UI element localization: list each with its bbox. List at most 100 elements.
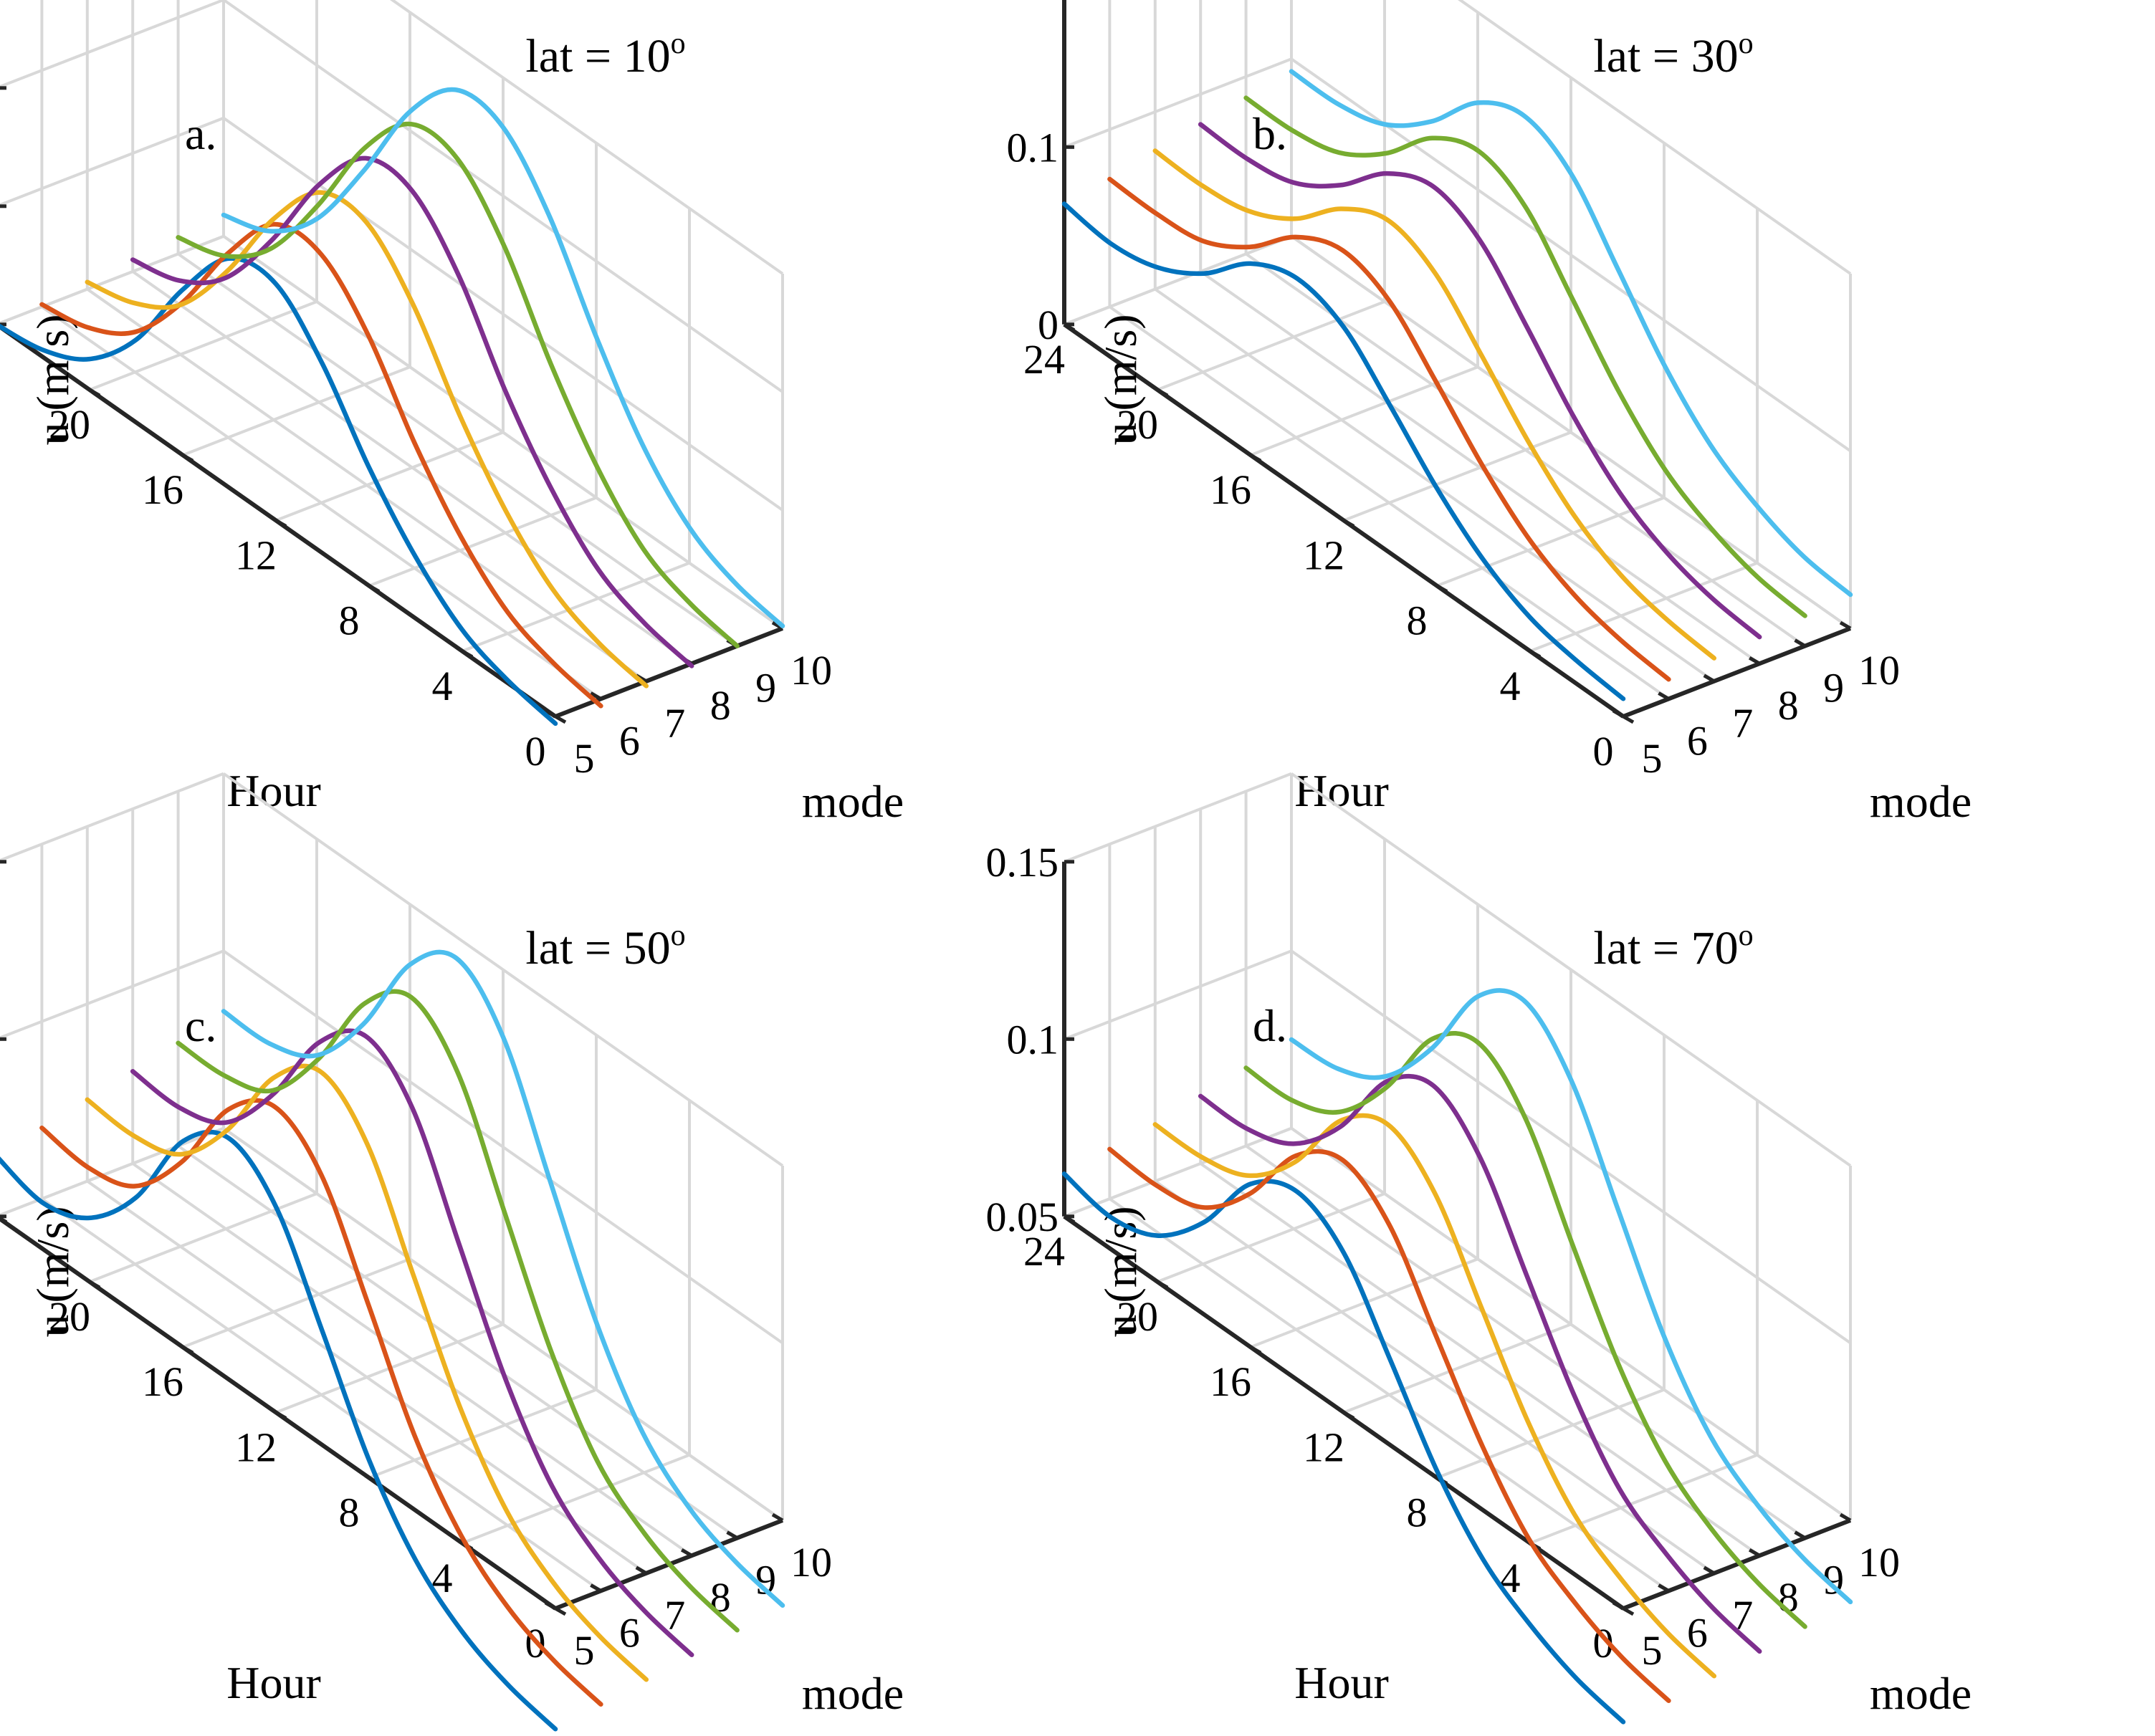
mode-tick-label: 6 xyxy=(1687,1609,1708,1656)
mode-tick xyxy=(1612,709,1625,719)
grid-line xyxy=(0,116,224,207)
mode-tick xyxy=(1703,673,1716,683)
mode-tick-label: 10 xyxy=(1858,647,1900,694)
hour-tick-label: 20 xyxy=(1117,401,1158,448)
mode-tick-label: 7 xyxy=(664,700,685,747)
grid-line xyxy=(1200,1162,1761,1557)
chart-title: lat = 50o xyxy=(525,919,685,974)
mode-tick xyxy=(726,1530,738,1540)
grid-line xyxy=(41,305,602,701)
mode-tick xyxy=(1748,1548,1761,1558)
grid-line xyxy=(1250,365,1478,457)
series-line-mode-9 xyxy=(176,989,740,1633)
hour-tick xyxy=(1622,714,1635,724)
hour-tick-label: 0 xyxy=(525,728,546,775)
mode-tick-label: 8 xyxy=(1778,682,1799,729)
grid-line xyxy=(1290,235,1852,630)
grid-line xyxy=(1157,300,1385,391)
grid-line xyxy=(368,1388,597,1480)
mode-tick-label: 8 xyxy=(710,682,731,729)
mode-tick xyxy=(680,1548,693,1558)
z-tick-label: 0.1 xyxy=(1007,1016,1059,1063)
grid-line xyxy=(1154,1179,1715,1575)
hour-tick-label: 16 xyxy=(1210,466,1251,513)
chart-title-degree: o xyxy=(1739,27,1754,60)
mode-tick-label: 6 xyxy=(1687,717,1708,764)
hour-tick xyxy=(1342,1411,1355,1420)
grid-line xyxy=(86,287,647,683)
mode-tick-label: 5 xyxy=(574,735,595,782)
chart-title: lat = 70o xyxy=(1593,919,1753,974)
mode-tick-label: 9 xyxy=(1823,665,1844,711)
series-line-mode-9 xyxy=(1243,1031,1807,1629)
z-tick-label: 0.1 xyxy=(1007,124,1059,171)
hour-tick-label: 24 xyxy=(1023,1228,1065,1275)
mode-tick xyxy=(771,1512,784,1522)
hour-axis-label: Hour xyxy=(226,1657,321,1708)
hour-tick xyxy=(274,1411,287,1420)
hour-tick xyxy=(88,1280,101,1290)
mode-tick-label: 5 xyxy=(1642,1627,1663,1674)
grid-line xyxy=(222,1127,784,1522)
series-line-mode-5 xyxy=(1061,1171,1626,1725)
series-line-mode-9 xyxy=(1243,95,1807,618)
mode-tick xyxy=(635,1565,648,1575)
grid-line xyxy=(222,117,784,512)
grid-line xyxy=(462,1453,690,1545)
grid-line xyxy=(389,0,784,275)
chart-title-text: lat = 50 xyxy=(525,922,670,974)
hour-tick xyxy=(1063,1214,1076,1224)
chart-title-degree: o xyxy=(1739,919,1754,952)
series-line-mode-6 xyxy=(39,1098,603,1707)
grid-line xyxy=(222,235,784,630)
hour-tick-label: 20 xyxy=(1117,1293,1158,1340)
grid-line xyxy=(1436,1388,1665,1480)
hour-tick xyxy=(1249,1346,1262,1355)
series-line-mode-7 xyxy=(1152,148,1717,661)
hour-tick-label: 4 xyxy=(432,663,453,709)
mode-axis-label: mode xyxy=(802,776,904,827)
hour-tick-label: 12 xyxy=(1303,532,1344,578)
mode-axis-label: mode xyxy=(802,1668,904,1719)
hour-tick-label: 24 xyxy=(1023,336,1065,383)
mode-tick xyxy=(1703,1565,1716,1575)
series-line-mode-5 xyxy=(0,1129,558,1732)
grid-line xyxy=(0,1126,224,1217)
grid-line xyxy=(1064,1126,1292,1218)
mode-axis-label: mode xyxy=(1870,1668,1972,1719)
hour-tick xyxy=(368,584,381,593)
panel-a: 0.10.150.20.25242016128405678910Hourmode… xyxy=(0,0,904,827)
hour-tick xyxy=(0,1216,8,1224)
series-line-mode-7 xyxy=(85,1063,649,1682)
mode-axis xyxy=(1622,1518,1852,1611)
mode-tick-label: 9 xyxy=(755,665,776,711)
chart-title: lat = 30o xyxy=(1593,27,1753,82)
panel-label: a. xyxy=(185,108,216,159)
grid-line xyxy=(0,0,224,89)
hour-tick xyxy=(1249,454,1262,463)
grid-line xyxy=(1109,305,1670,701)
mode-axis xyxy=(1622,626,1852,719)
mode-tick xyxy=(1612,1601,1625,1611)
mode-axis-label: mode xyxy=(1870,776,1972,827)
hour-axis-label: Hour xyxy=(1294,1657,1389,1708)
mode-tick xyxy=(590,691,602,701)
hour-tick xyxy=(274,519,287,528)
z-tick-label: 0.05 xyxy=(986,1194,1059,1240)
hour-tick xyxy=(1529,649,1542,658)
mode-tick-label: 10 xyxy=(790,1539,832,1586)
mode-tick-label: 10 xyxy=(1858,1539,1900,1586)
grid-line xyxy=(368,496,597,588)
grid-line xyxy=(89,300,317,391)
hour-tick-label: 12 xyxy=(1303,1424,1344,1470)
hour-tick-label: 16 xyxy=(1210,1358,1251,1405)
chart-title-degree: o xyxy=(671,919,686,952)
chart-title-degree: o xyxy=(671,27,686,60)
series-line-mode-10 xyxy=(221,949,785,1608)
grid-line xyxy=(1343,1323,1572,1414)
series-line-mode-10 xyxy=(1289,69,1853,598)
z-axis-label: u (m/s) xyxy=(1095,314,1146,445)
grid-line xyxy=(1109,1197,1670,1593)
grid-line xyxy=(1064,234,1292,326)
